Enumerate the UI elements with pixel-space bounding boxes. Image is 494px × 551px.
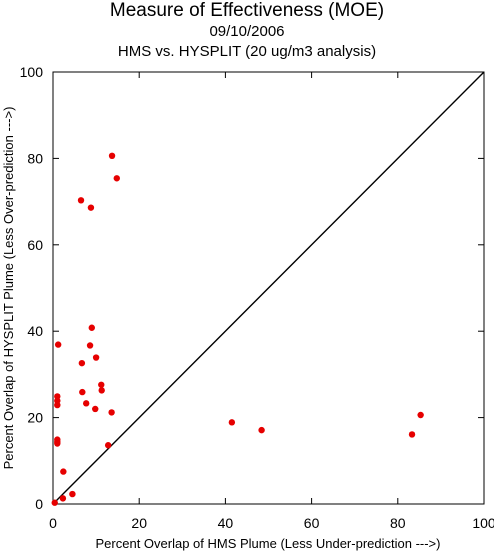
data-point: [417, 411, 424, 419]
chart-subtitle: HMS vs. HYSPLIT (20 ug/m3 analysis): [117, 43, 377, 60]
data-points: [51, 152, 424, 506]
data-point: [92, 354, 100, 361]
data-point: [113, 175, 120, 182]
x-axis-label: Percent Overlap of HMS Plume (Less Under…: [96, 536, 441, 551]
data-point: [408, 431, 416, 438]
data-point: [69, 490, 76, 498]
data-point: [82, 400, 90, 407]
data-point: [78, 359, 86, 367]
data-point: [98, 387, 105, 394]
x-tick-label: 0: [49, 515, 57, 531]
data-point: [108, 409, 115, 416]
x-tick-label: 60: [304, 515, 320, 531]
data-point: [258, 426, 265, 434]
data-point: [59, 495, 67, 502]
y-tick-label: 20: [27, 410, 43, 426]
one-to-one-line: [52, 71, 485, 505]
plot-frame: [52, 71, 485, 505]
data-point: [104, 442, 112, 449]
y-tick-label: 0: [35, 496, 43, 512]
data-point: [51, 499, 58, 506]
data-point: [86, 342, 94, 349]
x-tick-label: 20: [131, 515, 147, 531]
data-point: [87, 204, 95, 211]
data-point: [79, 388, 86, 396]
data-point: [228, 419, 236, 426]
data-point: [54, 440, 61, 447]
data-point: [108, 152, 116, 160]
y-tick-label: 40: [27, 323, 43, 339]
y-tick-label: 60: [27, 237, 43, 253]
x-tick-label: 40: [218, 515, 234, 531]
chart-date: 09/10/2006: [209, 23, 285, 40]
data-point: [77, 197, 85, 204]
data-point: [88, 324, 95, 331]
y-tick-label: 100: [20, 64, 44, 80]
chart-title: Measure of Effectiveness (MOE): [109, 0, 385, 21]
axis-ticks: 0 20 40 60 80 100 0 20 40 60 80 100: [20, 64, 494, 531]
data-point: [98, 381, 105, 388]
data-point: [54, 401, 61, 409]
data-point: [54, 341, 62, 348]
y-tick-label: 80: [27, 150, 43, 166]
x-tick-label: 80: [390, 515, 406, 531]
y-axis-label: Percent Overlap of HYSPLIT Plume (Less O…: [1, 107, 16, 470]
x-tick-label: 100: [472, 515, 494, 531]
data-point: [60, 468, 67, 475]
data-point: [92, 405, 99, 413]
